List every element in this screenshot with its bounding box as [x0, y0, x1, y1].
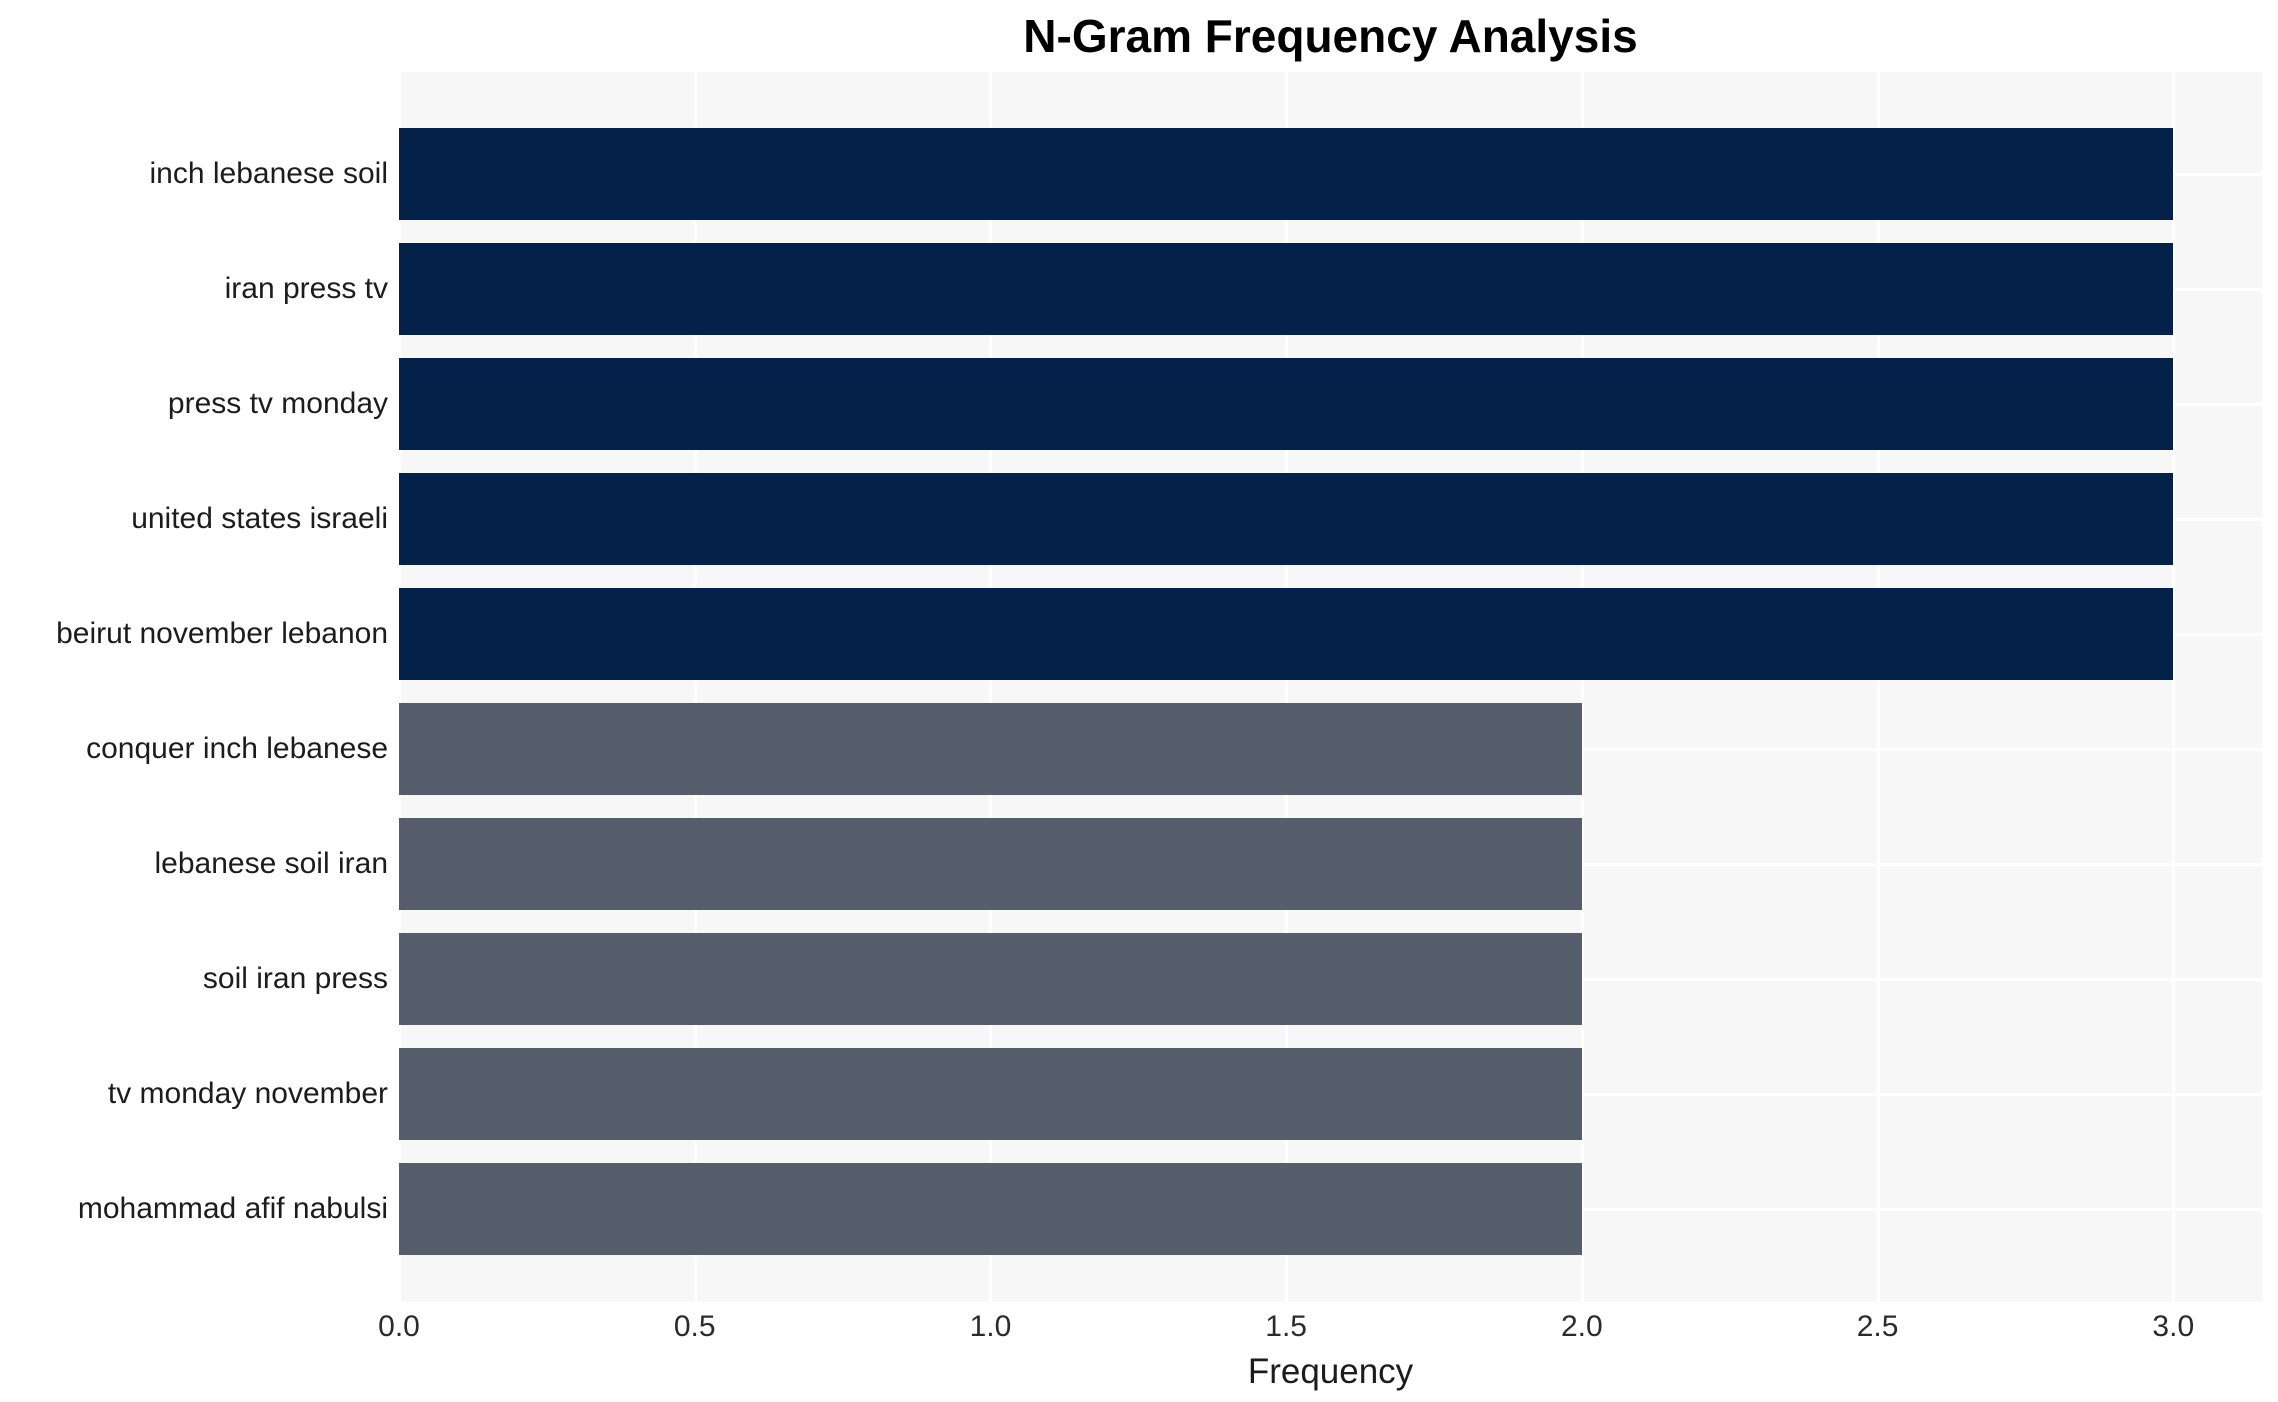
bar-inch-lebanese-soil: [399, 128, 2174, 220]
y-tick-label: beirut november lebanon: [56, 617, 388, 650]
y-tick-label: iran press tv: [224, 272, 388, 305]
bar-united-states-israeli: [399, 473, 2174, 565]
bar-beirut-november-lebanon: [399, 588, 2174, 680]
y-tick-label: mohammad afif nabulsi: [77, 1192, 388, 1225]
gridline-vertical: [398, 72, 401, 1302]
bar-press-tv-monday: [399, 358, 2174, 450]
x-axis: 0.0 0.5 1.0 1.5 2.0 2.5 3.0: [378, 1308, 2262, 1350]
chart-title: N-Gram Frequency Analysis: [1023, 10, 1638, 62]
bar-tv-monday-november: [399, 1048, 1582, 1140]
x-tick-label: 2.5: [1856, 1310, 1899, 1343]
y-tick-label: conquer inch lebanese: [86, 732, 388, 765]
bar-soil-iran-press: [399, 933, 1582, 1025]
gridline-vertical: [2172, 72, 2176, 1302]
gridline-vertical: [1580, 72, 1584, 1302]
bar-lebanese-soil-iran: [399, 818, 1582, 910]
gridline-vertical: [1876, 72, 1880, 1302]
x-tick-label: 2.0: [1560, 1310, 1603, 1343]
bar-iran-press-tv: [399, 243, 2174, 335]
x-tick-label: 1.5: [1265, 1310, 1307, 1343]
x-tick-label: 3.0: [2152, 1310, 2195, 1343]
gridline-vertical: [693, 72, 697, 1302]
x-tick-label: 1.0: [969, 1310, 1012, 1343]
plot-area: [398, 72, 2262, 1302]
bar-mohammad-afif-nabulsi: [399, 1163, 1582, 1255]
x-tick-label: 0.0: [378, 1310, 420, 1343]
y-tick-label: press tv monday: [167, 387, 388, 420]
gridline-vertical: [1285, 72, 1289, 1302]
y-tick-label: united states israeli: [131, 502, 388, 535]
y-tick-label: soil iran press: [202, 962, 388, 995]
gridline-vertical: [989, 72, 993, 1302]
x-axis-label: Frequency: [1247, 1352, 1414, 1391]
x-tick-label: 0.5: [673, 1310, 716, 1343]
y-tick-label: tv monday november: [107, 1077, 388, 1110]
y-axis-labels: inch lebanese soil iran press tv press tv …: [0, 72, 388, 1302]
y-tick-label: lebanese soil iran: [154, 847, 388, 880]
y-tick-label: inch lebanese soil: [149, 157, 389, 190]
bar-conquer-inch-lebanese: [399, 703, 1582, 795]
